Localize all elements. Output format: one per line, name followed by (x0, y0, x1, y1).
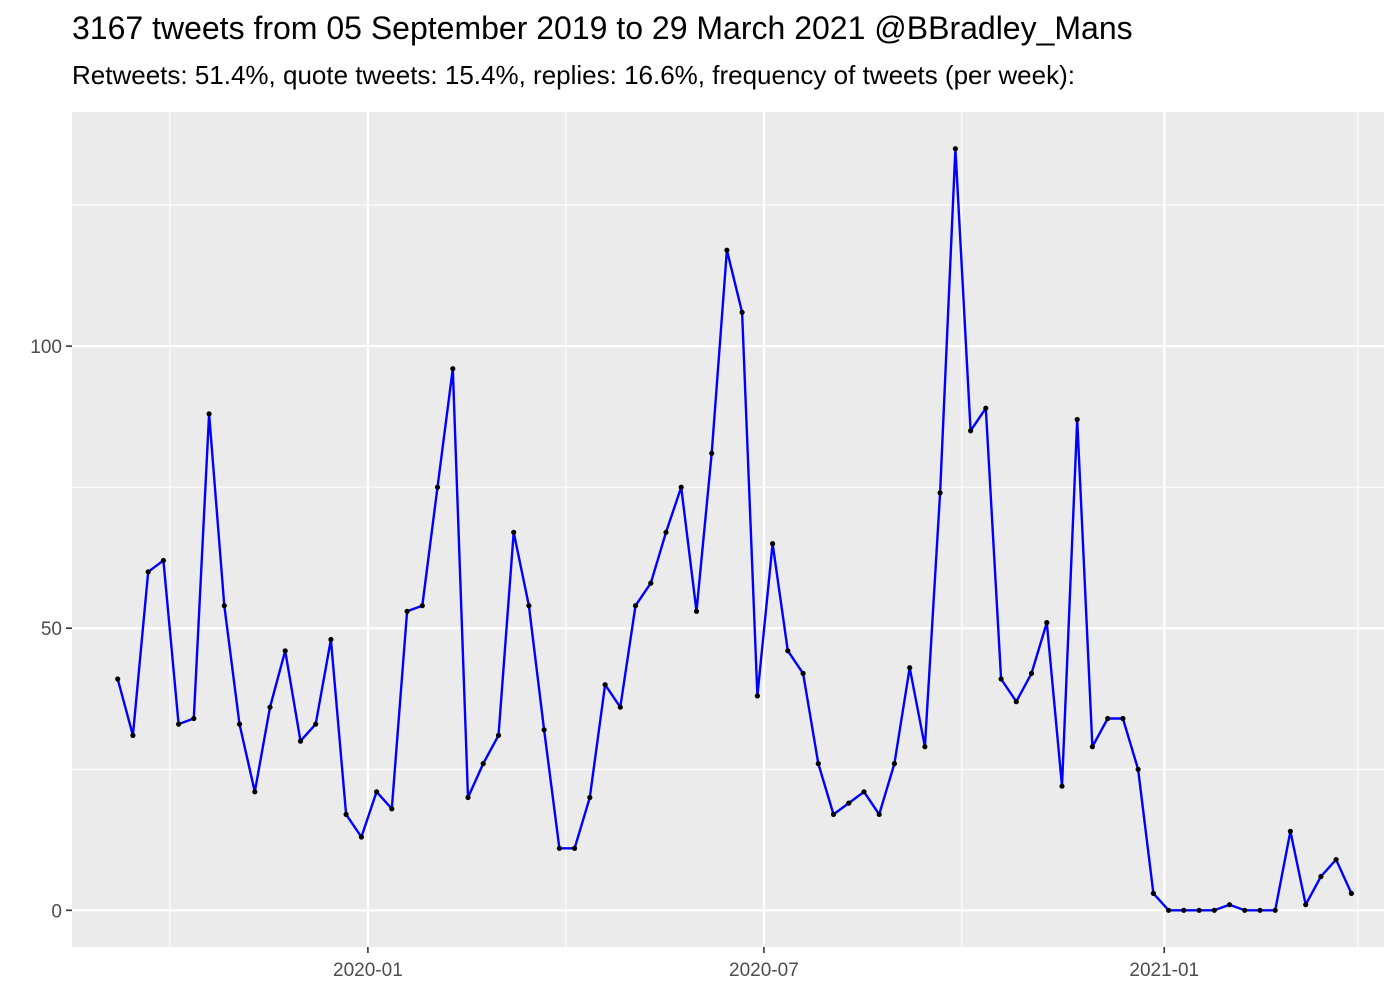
data-point (678, 484, 684, 490)
data-point (632, 603, 639, 609)
data-point (922, 744, 928, 750)
data-point (450, 366, 456, 372)
data-point (1272, 907, 1278, 913)
data-point (1318, 873, 1324, 880)
data-point (358, 834, 364, 840)
data-point (1105, 715, 1111, 722)
data-point (861, 789, 867, 795)
x-tick-label: 2021-01 (1129, 960, 1199, 981)
data-point (206, 411, 212, 417)
data-point (1287, 828, 1293, 834)
data-point (1150, 890, 1156, 897)
data-point (252, 789, 258, 795)
data-point (907, 665, 913, 671)
data-point (998, 676, 1004, 682)
data-point (556, 845, 563, 851)
data-point (891, 761, 898, 767)
data-point (815, 761, 821, 767)
data-point (830, 811, 837, 818)
data-point (282, 648, 288, 654)
data-point (663, 529, 669, 535)
y-tick-label: 100 (30, 337, 62, 358)
data-point (602, 682, 608, 688)
data-point (1181, 907, 1187, 913)
data-point (1028, 670, 1035, 677)
plot-panel (72, 112, 1384, 947)
data-point (495, 732, 502, 739)
data-point (465, 794, 471, 801)
data-point (526, 603, 532, 609)
y-tick-label: 50 (41, 619, 62, 640)
data-point (1044, 620, 1050, 626)
data-point (709, 450, 715, 456)
data-point (800, 670, 806, 677)
data-point (541, 727, 547, 733)
data-point (145, 569, 151, 575)
data-point (1303, 902, 1309, 908)
data-point (1089, 744, 1095, 750)
data-point (1242, 907, 1248, 913)
data-point (1333, 857, 1339, 863)
data-point (267, 704, 273, 710)
data-point (572, 845, 578, 851)
x-tick-label: 2020-07 (729, 960, 799, 981)
data-point (587, 794, 593, 801)
data-point (419, 603, 425, 609)
data-point (1196, 907, 1202, 913)
data-point (1135, 766, 1141, 772)
data-point (160, 557, 166, 564)
data-point (770, 541, 776, 547)
data-point (404, 608, 410, 614)
data-point (1257, 907, 1263, 913)
data-point (221, 603, 227, 609)
data-point (313, 721, 319, 727)
data-point (1226, 902, 1233, 908)
data-point (968, 428, 974, 434)
data-point (343, 811, 349, 818)
data-point (693, 608, 700, 614)
data-point (846, 800, 852, 806)
data-point (1013, 699, 1019, 705)
major-gridlines (72, 112, 1384, 947)
data-point (176, 721, 182, 727)
series-line (116, 147, 1353, 912)
data-point (983, 405, 989, 411)
data-point (480, 761, 486, 767)
data-point (130, 732, 136, 739)
data-point (297, 738, 304, 744)
data-point (724, 247, 730, 253)
data-point (511, 529, 517, 535)
data-point (739, 309, 745, 315)
chart-title: 3167 tweets from 05 September 2019 to 29… (72, 10, 1133, 46)
data-point (1166, 907, 1172, 913)
data-point (754, 693, 761, 699)
data-point (236, 721, 243, 727)
data-point (191, 715, 197, 722)
data-point (1120, 715, 1126, 722)
x-tick-label: 2020-01 (333, 960, 403, 981)
data-point (389, 806, 395, 812)
data-point (785, 648, 791, 654)
data-point (937, 490, 943, 496)
y-axis: 0 50 100 (30, 337, 72, 922)
data-point (374, 789, 380, 795)
data-point (952, 146, 959, 152)
x-axis: 2020-01 2020-07 2021-01 (333, 947, 1199, 981)
data-point (115, 676, 121, 682)
data-point (1211, 907, 1217, 913)
data-point (1074, 416, 1080, 423)
chart-subtitle: Retweets: 51.4%, quote tweets: 15.4%, re… (72, 60, 1075, 90)
data-point (1348, 890, 1354, 897)
data-point (328, 636, 334, 643)
data-points (115, 146, 1354, 913)
y-tick-label: 0 (51, 901, 62, 922)
data-point (648, 580, 654, 586)
data-point (1059, 783, 1065, 789)
data-point (617, 704, 623, 710)
data-point (434, 484, 441, 490)
data-point (876, 811, 882, 818)
